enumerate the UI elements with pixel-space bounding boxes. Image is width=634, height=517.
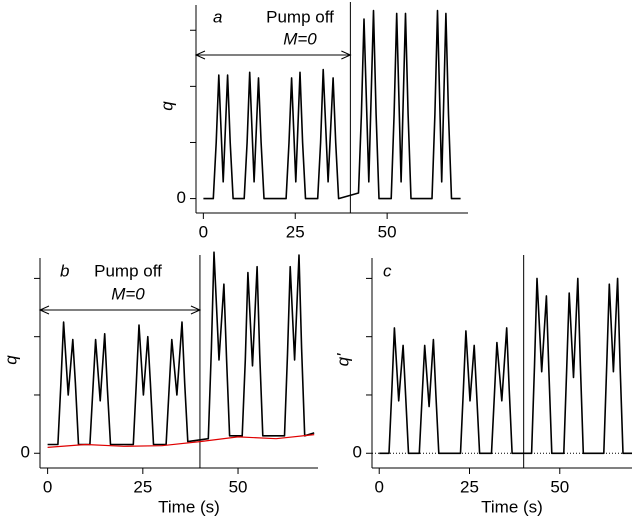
y-axis-label: q xyxy=(1,355,20,365)
annotation: Pump off xyxy=(94,261,162,280)
x-tick-label: 25 xyxy=(286,222,305,241)
x-tick-label: 0 xyxy=(43,477,52,496)
trace xyxy=(47,251,315,446)
annotation-sub: M=0 xyxy=(283,29,317,48)
x-axis-label: Time (s) xyxy=(481,497,543,516)
panel-label: a xyxy=(213,7,222,26)
trace xyxy=(47,434,315,448)
x-tick-label: 0 xyxy=(374,477,383,496)
x-tick-label: 25 xyxy=(133,477,152,496)
arrow-head xyxy=(38,305,50,315)
x-axis-label: Time (s) xyxy=(158,497,220,516)
trace xyxy=(203,9,461,200)
arrow-head xyxy=(190,305,202,315)
y-tick-label: 0 xyxy=(353,443,362,462)
annotation-sub: M=0 xyxy=(111,284,145,303)
y-tick-label: 0 xyxy=(177,188,186,207)
x-tick-label: 25 xyxy=(460,477,479,496)
annotation: Pump off xyxy=(266,7,334,26)
arrow-head xyxy=(194,50,206,60)
x-tick-label: 0 xyxy=(199,222,208,241)
x-tick-label: 50 xyxy=(378,222,397,241)
y-axis-label: q' xyxy=(333,353,352,366)
panel-label: b xyxy=(60,261,69,280)
x-tick-label: 50 xyxy=(229,477,248,496)
trace xyxy=(379,277,632,455)
panel-label: c xyxy=(383,261,392,280)
arrow-head xyxy=(341,50,352,60)
y-tick-label: 0 xyxy=(21,443,30,462)
x-tick-label: 50 xyxy=(550,477,569,496)
y-axis-label: q xyxy=(157,101,176,111)
